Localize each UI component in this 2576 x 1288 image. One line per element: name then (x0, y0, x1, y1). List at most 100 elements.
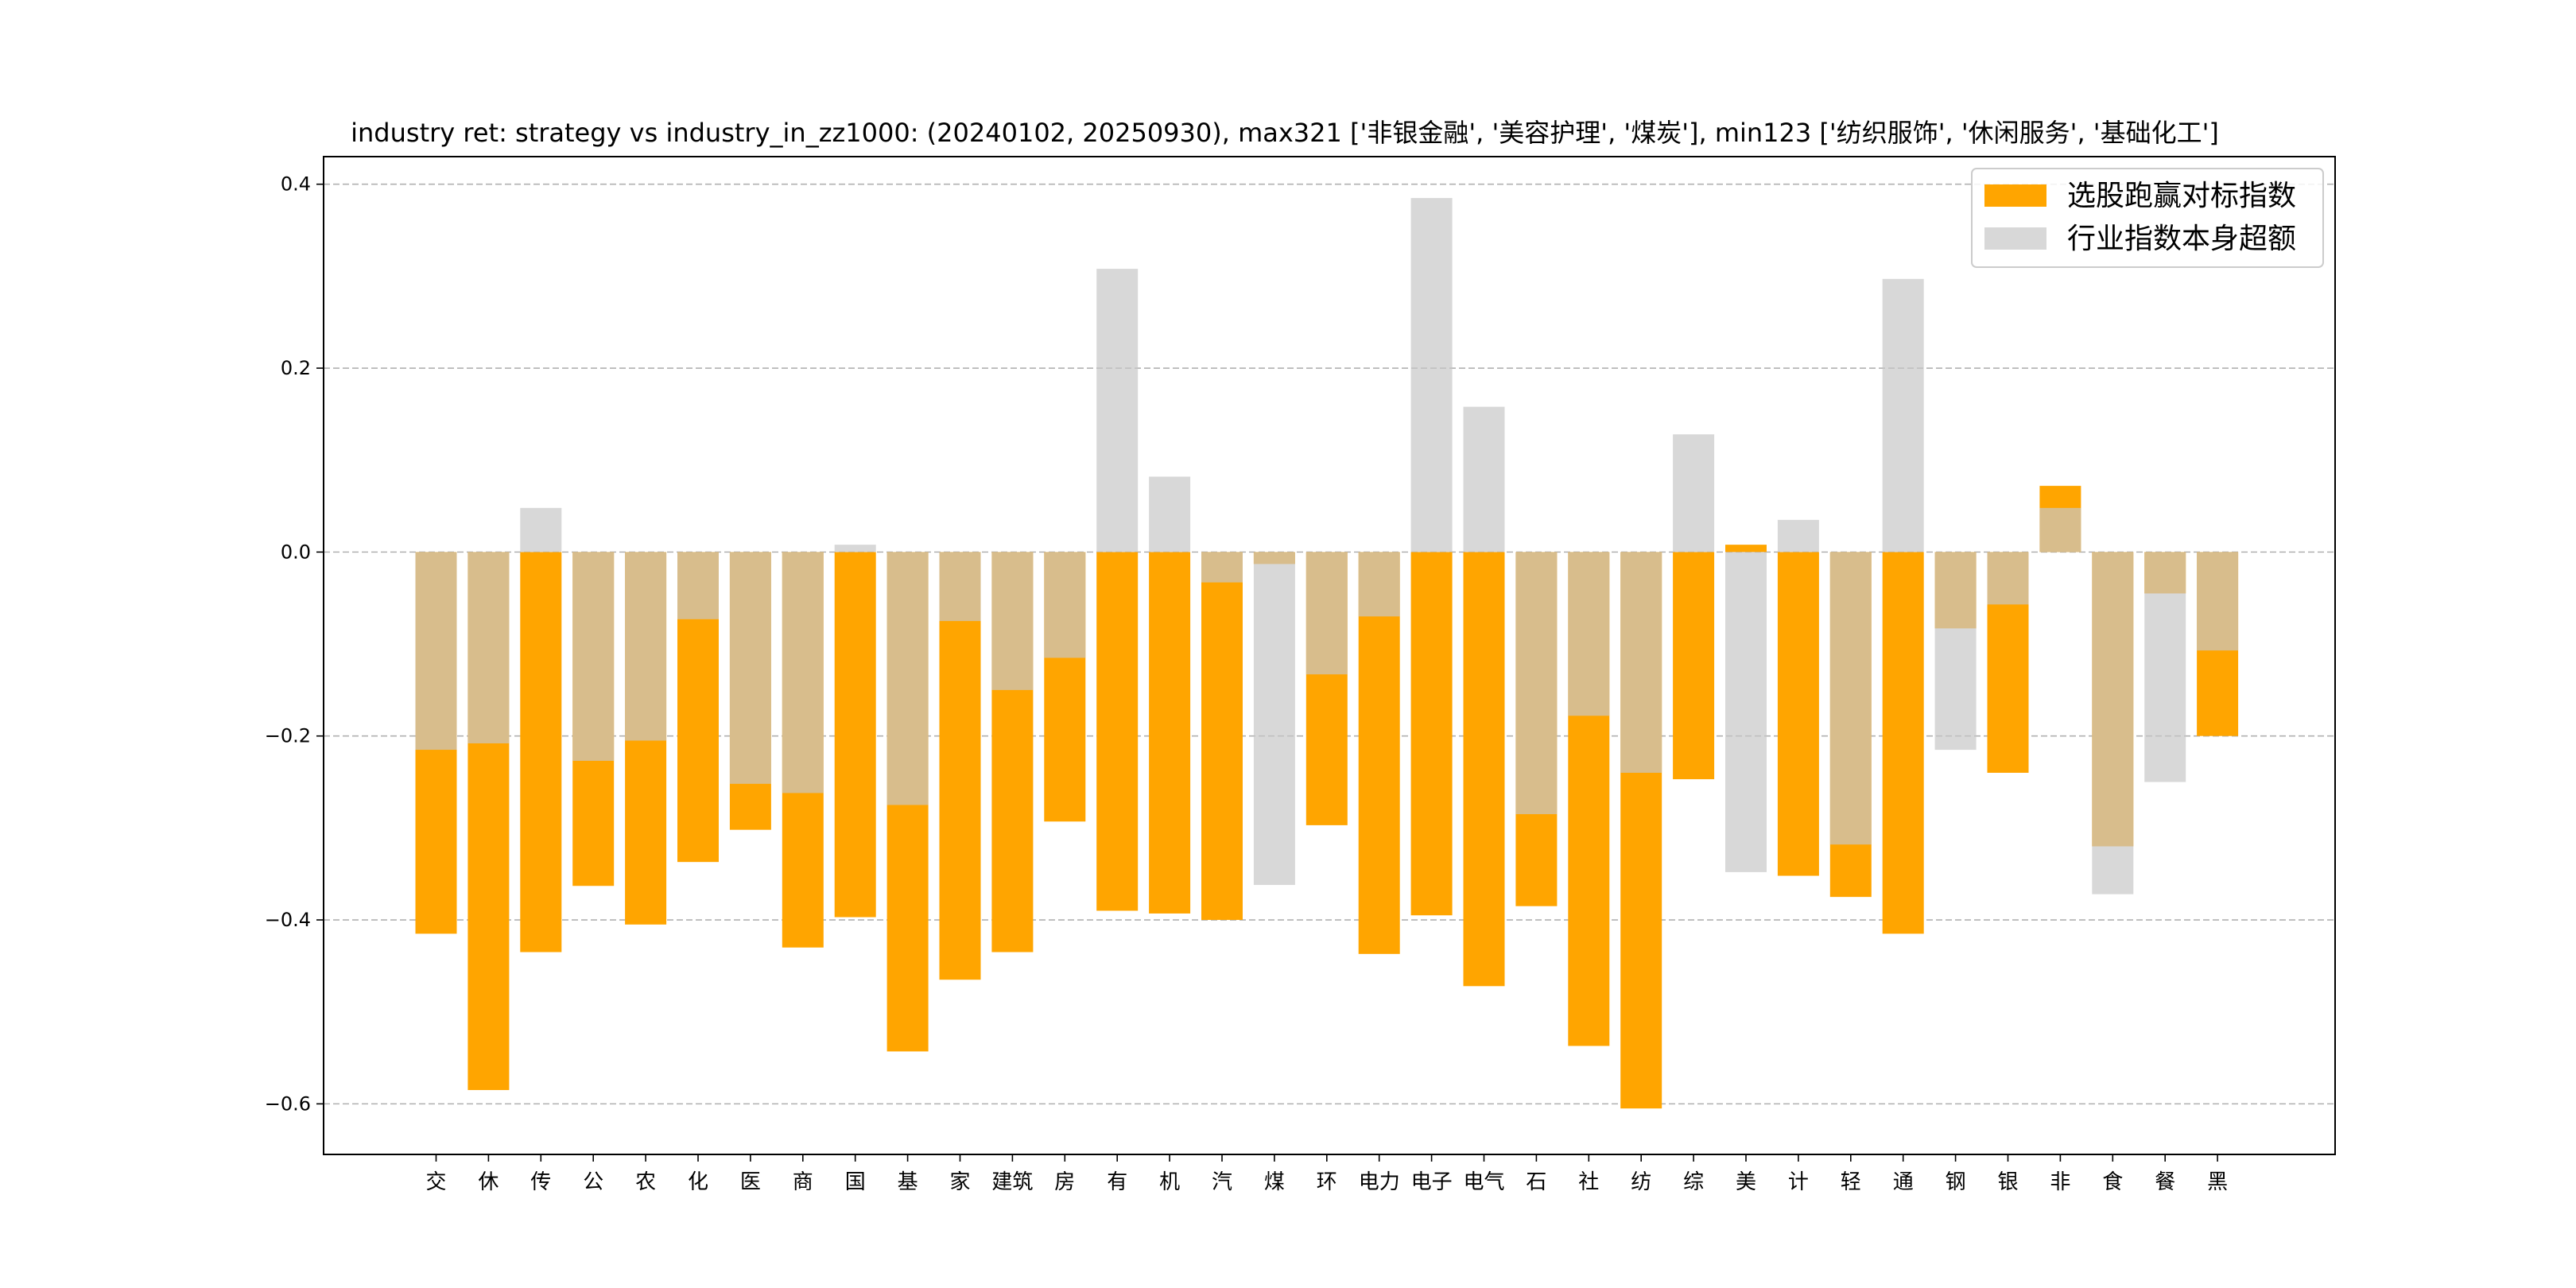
x-tick-label: 国 (845, 1170, 866, 1194)
bar-industry (520, 507, 562, 553)
axes: 0.4 0.2 0.0 −0.2 −0.4 −0.6 交 休 传 公 农 化 医 商 国 基 家建筑房 有 机 汽 煤 环… (265, 173, 2228, 1194)
bar-industry (2144, 552, 2186, 782)
x-tick-label: 传 (530, 1170, 551, 1194)
x-tick-label: 黑 (2207, 1170, 2228, 1194)
bar-industry (782, 552, 824, 793)
bar-strategy (1149, 552, 1191, 914)
x-tick-label: 非 (2050, 1170, 2070, 1194)
y-tick-label: −0.4 (265, 909, 311, 931)
legend-swatch-industry (1984, 227, 2046, 250)
bar-industry (415, 552, 457, 751)
bar-industry (1201, 552, 1243, 583)
legend-label-strategy: 选股跑赢对标指数 (2067, 180, 2296, 212)
y-tick-label: 0.4 (281, 173, 311, 196)
bar-strategy (939, 552, 981, 980)
legend: 选股跑赢对标指数 行业指数本身超额 (1971, 168, 2324, 268)
x-tick-label: 社 (1578, 1170, 1599, 1194)
x-tick-label: 电子 (1411, 1170, 1453, 1194)
bar-strategy (1777, 552, 1819, 876)
bar-industry (1620, 552, 1662, 773)
bar-strategy (1410, 552, 1453, 916)
bar-industry (1568, 552, 1610, 716)
bar-industry (1987, 552, 2029, 605)
x-tick-label: 通 (1893, 1170, 1914, 1194)
x-tick-label: 电气 (1463, 1170, 1504, 1194)
bar-strategy (1673, 552, 1715, 780)
x-tick-label: 基 (898, 1170, 918, 1194)
legend-swatch-strategy (1984, 184, 2046, 207)
bar-industry (991, 552, 1034, 690)
bar-industry (729, 552, 771, 784)
bar-industry (1673, 434, 1715, 553)
x-tick-label: 房 (1054, 1170, 1075, 1194)
bar-strategy (1201, 552, 1243, 921)
x-tick-label: 化 (688, 1170, 708, 1194)
x-tick-label: 汽 (1212, 1170, 1232, 1194)
x-tick-label: 建筑 (991, 1170, 1033, 1194)
x-tick-label: 医 (740, 1170, 761, 1194)
bars (415, 198, 2239, 1109)
x-tick-label: 钢 (1946, 1170, 1966, 1194)
x-tick-label: 环 (1317, 1170, 1337, 1194)
bar-industry (1253, 552, 1295, 886)
x-tick-label: 交 (425, 1170, 446, 1194)
x-tick-label: 有 (1107, 1170, 1127, 1194)
bar-industry (1410, 198, 1453, 553)
bar-industry (1725, 552, 1767, 872)
bar-industry (1044, 552, 1086, 658)
bar-industry (939, 552, 981, 622)
bar-strategy (1358, 552, 1400, 954)
bar-industry (2092, 552, 2134, 894)
bar-industry (834, 545, 876, 553)
x-tick-label: 美 (1736, 1170, 1756, 1194)
bar-industry (2039, 507, 2081, 553)
x-tick-label: 银 (1997, 1170, 2018, 1194)
bar-industry (677, 552, 719, 619)
bar-industry (1463, 406, 1505, 553)
plot-area-frame (323, 156, 2336, 1155)
x-tick-label: 农 (635, 1170, 656, 1194)
bar-strategy (1725, 545, 1767, 553)
bar-strategy (520, 552, 562, 952)
x-tick-label: 商 (793, 1170, 813, 1194)
x-tick-label: 食 (2102, 1170, 2123, 1194)
legend-label-industry: 行业指数本身超额 (2067, 223, 2296, 255)
bar-strategy (1096, 552, 1139, 911)
y-tick-label: −0.6 (265, 1092, 311, 1115)
bar-industry (1934, 552, 1977, 751)
y-tick-label: 0.2 (281, 357, 311, 379)
y-tick-label: 0.0 (281, 541, 311, 563)
x-tick-label: 纺 (1631, 1170, 1651, 1194)
bar-industry (1149, 476, 1191, 553)
bar-industry (1829, 552, 1872, 845)
x-tick-label: 计 (1788, 1170, 1809, 1194)
bar-industry (2197, 552, 2239, 651)
bar-industry (886, 552, 929, 805)
bar-industry (572, 552, 615, 761)
x-tick-label: 机 (1159, 1170, 1180, 1194)
bar-industry (1096, 269, 1139, 553)
bar-industry (467, 552, 510, 743)
y-tick-label: −0.2 (265, 725, 311, 747)
x-tick-label: 电力 (1359, 1170, 1400, 1194)
bar-strategy (1882, 552, 1924, 934)
x-tick-label: 公 (583, 1170, 603, 1194)
x-tick-label: 综 (1683, 1170, 1704, 1194)
x-tick-label: 轻 (1841, 1170, 1861, 1194)
x-tick-label: 石 (1526, 1170, 1546, 1194)
bar-industry (1882, 278, 1924, 553)
bar-industry (625, 552, 667, 741)
chart-title: industry ret: strategy vs industry_in_zz… (351, 118, 2219, 148)
bar-industry (1777, 519, 1819, 553)
x-tick-label: 餐 (2155, 1170, 2175, 1194)
bar-industry (1305, 552, 1348, 675)
x-tick-label: 休 (478, 1170, 499, 1194)
bar-industry (1515, 552, 1558, 815)
legend-frame (1971, 168, 2324, 268)
bar-industry (1358, 552, 1400, 617)
bar-strategy (834, 552, 876, 918)
bar-strategy (1463, 552, 1505, 987)
x-tick-label: 家 (949, 1170, 970, 1194)
x-tick-label: 煤 (1264, 1170, 1285, 1194)
